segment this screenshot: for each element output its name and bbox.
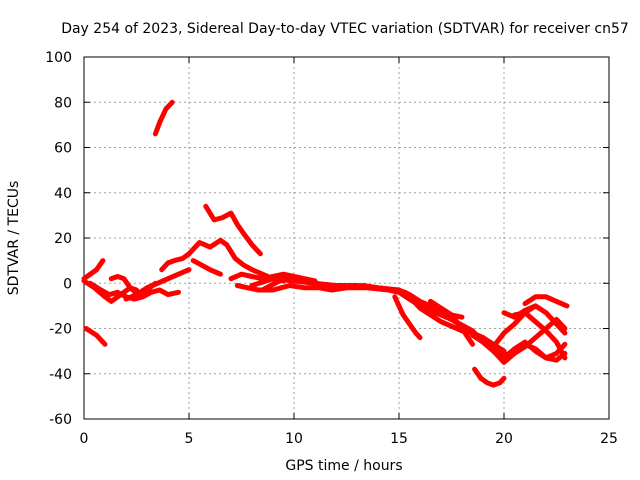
x-tick-label: 5 [185, 431, 194, 447]
x-tick-label: 25 [600, 431, 618, 447]
series-layer [84, 102, 567, 385]
y-axis-label: SDTVAR / TECUs [6, 181, 22, 296]
axis-ticks: 0 5 10 15 20 25 -60 -40 -20 0 20 40 60 80 100 [45, 50, 618, 447]
y-tick-label: 0 [63, 276, 72, 292]
series-line-track-20 [475, 369, 504, 385]
chart-title: Day 254 of 2023, Sidereal Day-to-day VTE… [61, 21, 629, 37]
series-line-track-10 [193, 261, 220, 275]
y-tick-label: 20 [54, 231, 72, 247]
x-tick-label: 0 [80, 431, 89, 447]
y-tick-label: -60 [49, 412, 72, 428]
y-tick-label: -20 [49, 322, 72, 338]
series-line-track-3 [84, 261, 103, 279]
y-tick-label: 80 [54, 95, 72, 111]
series-line-track-1 [86, 329, 105, 345]
series-line-track-8 [162, 254, 189, 270]
y-tick-label: 100 [45, 50, 72, 66]
x-tick-label: 10 [285, 431, 303, 447]
series-line-track-7 [126, 270, 189, 299]
x-tick-label: 15 [390, 431, 408, 447]
y-tick-label: 40 [54, 186, 72, 202]
series-line-track-2 [155, 102, 172, 134]
x-tick-label: 20 [495, 431, 513, 447]
series-line-track-26 [525, 297, 567, 306]
x-axis-label: GPS time / hours [285, 458, 402, 474]
series-line-track-18 [431, 301, 473, 344]
y-tick-label: -40 [49, 367, 72, 383]
sdtvar-chart: 0 5 10 15 20 25 -60 -40 -20 0 20 40 60 80 100 Day 254 … [0, 0, 640, 480]
y-tick-label: 60 [54, 141, 72, 157]
